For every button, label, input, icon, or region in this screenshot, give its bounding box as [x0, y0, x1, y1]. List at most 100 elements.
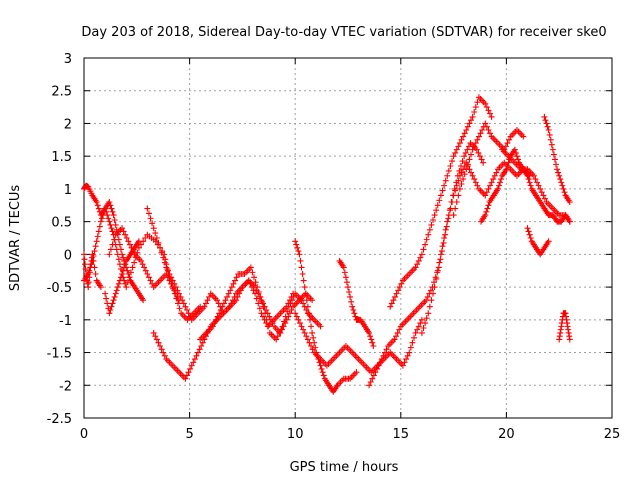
- data-point: [107, 246, 114, 253]
- data-point: [227, 287, 234, 294]
- data-point: [461, 130, 468, 137]
- data-point: [550, 151, 557, 158]
- data-point: [471, 176, 478, 183]
- data-point: [548, 141, 555, 148]
- data-point: [169, 277, 176, 284]
- data-point: [566, 199, 573, 205]
- data-point: [527, 235, 534, 241]
- data-point: [119, 251, 126, 258]
- data-point: [422, 241, 429, 248]
- data-point: [211, 320, 218, 327]
- data-point: [445, 167, 452, 174]
- data-point: [187, 365, 194, 372]
- data-point: [559, 182, 566, 189]
- data-point: [535, 182, 542, 189]
- data-point: [171, 280, 178, 287]
- data-point: [345, 284, 351, 291]
- data-point: [482, 100, 489, 107]
- x-tick-label: 5: [185, 427, 193, 442]
- x-tick-label: 0: [80, 427, 88, 442]
- data-point: [475, 133, 482, 140]
- data-point: [257, 293, 264, 300]
- data-point: [350, 307, 357, 313]
- data-point: [464, 123, 471, 130]
- data-point: [374, 365, 381, 372]
- data-point: [309, 297, 316, 304]
- data-point: [183, 372, 190, 379]
- data-point: [482, 192, 489, 199]
- data-point: [97, 284, 104, 291]
- data-point: [317, 362, 324, 369]
- data-point: [477, 130, 484, 137]
- data-point: [281, 318, 288, 325]
- data-point: [455, 177, 462, 184]
- data-point: [129, 264, 136, 271]
- data-point: [427, 287, 434, 294]
- data-point: [472, 140, 479, 147]
- data-point: [477, 153, 483, 160]
- data-point: [152, 230, 159, 237]
- data-point: [266, 313, 273, 320]
- data-point: [423, 297, 430, 304]
- x-tick-labels: 0 5 10 15 20 25: [80, 427, 620, 442]
- data-point: [431, 284, 438, 291]
- data-point: [228, 284, 235, 291]
- data-point: [97, 218, 104, 225]
- data-point: [107, 221, 114, 228]
- data-point: [375, 362, 382, 369]
- data-point: [381, 349, 388, 356]
- data-point: [157, 244, 164, 251]
- data-point: [372, 369, 379, 376]
- data-point: [418, 316, 425, 323]
- data-point: [541, 113, 548, 120]
- data-point: [108, 205, 115, 212]
- data-point: [109, 228, 116, 235]
- data-point: [122, 231, 129, 238]
- data-point: [236, 290, 243, 297]
- data-point: [543, 120, 550, 127]
- data-point: [542, 117, 549, 124]
- data-point: [100, 212, 107, 219]
- data-point: [530, 172, 537, 179]
- data-point: [293, 241, 300, 248]
- data-point: [213, 316, 219, 323]
- data-point: [182, 375, 189, 382]
- data-point: [366, 382, 373, 389]
- data-point: [504, 140, 511, 147]
- data-point: [117, 274, 124, 281]
- data-point: [436, 197, 443, 204]
- data-point: [209, 323, 216, 330]
- data-point: [149, 220, 156, 227]
- data-point: [222, 297, 229, 304]
- data-point: [487, 110, 494, 117]
- data-point: [233, 297, 240, 304]
- y-tick-label: 1: [64, 183, 72, 198]
- data-point: [395, 287, 402, 294]
- data-point: [191, 356, 198, 363]
- data-point: [436, 259, 443, 266]
- data-point: [260, 303, 267, 310]
- data-point: [158, 249, 165, 256]
- data-point: [420, 246, 427, 253]
- data-point: [369, 339, 376, 346]
- data-point: [434, 202, 441, 209]
- data-point: [461, 171, 468, 178]
- data-point: [450, 212, 457, 219]
- data-point: [474, 99, 481, 106]
- data-point: [308, 343, 315, 349]
- data-point: [452, 149, 459, 156]
- data-point: [142, 267, 149, 274]
- data-point: [115, 280, 122, 287]
- data-point: [310, 334, 317, 341]
- data-point: [418, 251, 425, 258]
- data-point: [558, 179, 565, 186]
- series-arc-9: [292, 238, 360, 395]
- data-point: [116, 277, 123, 284]
- data-point: [180, 300, 187, 307]
- data-point: [425, 231, 432, 238]
- data-point: [147, 277, 154, 284]
- data-point: [442, 226, 449, 233]
- data-point: [263, 307, 270, 313]
- data-point: [111, 293, 118, 300]
- data-point: [503, 166, 510, 173]
